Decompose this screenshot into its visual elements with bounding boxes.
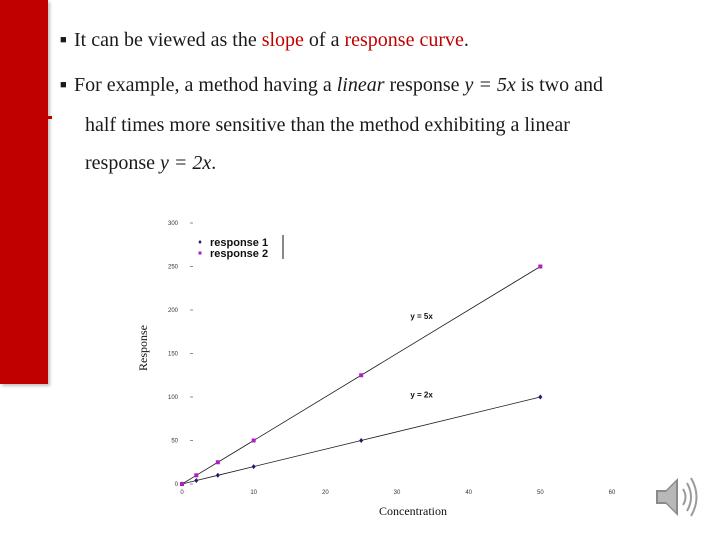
data-point — [215, 472, 220, 478]
data-point — [538, 264, 543, 269]
bullet-1: ■ It can be viewed as the slope of a resp… — [60, 29, 469, 51]
bullet-marker: ■ — [60, 79, 67, 91]
series-line — [181, 396, 541, 485]
x-tick-label: 40 — [465, 490, 472, 496]
speaker-icon[interactable] — [652, 470, 702, 524]
legend-label: response 2 — [210, 248, 268, 260]
accent-bar — [0, 0, 48, 384]
bullet-2: ■ For example, a method having a linear r… — [60, 74, 603, 96]
x-tick-label: 60 — [609, 490, 616, 496]
data-point — [538, 394, 543, 400]
response-curve-term: response curve — [344, 29, 464, 51]
legend-marker — [198, 251, 202, 255]
y-tick-label: 100 — [168, 395, 179, 401]
y-tick-label: 250 — [168, 265, 179, 271]
legend-label: response 1 — [210, 237, 268, 249]
series-line — [181, 266, 541, 485]
y-axis-label: Response — [136, 325, 150, 371]
x-tick-label: 10 — [250, 490, 257, 496]
data-point — [251, 438, 256, 443]
data-point — [194, 478, 199, 484]
x-tick-label: 50 — [537, 490, 544, 496]
bullet-2-line-3: response y = 2x. — [85, 152, 217, 174]
equation-5x: y = 5x — [464, 74, 516, 96]
y-tick-label: 0 — [175, 482, 179, 488]
y-tick-label: 300 — [168, 221, 179, 227]
data-point — [359, 373, 364, 378]
legend-marker — [198, 240, 202, 244]
data-point — [359, 438, 364, 443]
y-tick-label: 50 — [171, 439, 178, 445]
x-axis-label: Concentration — [379, 504, 447, 518]
bullet-marker: ■ — [60, 34, 67, 46]
x-tick-label: 0 — [180, 490, 184, 496]
y-tick-label: 150 — [168, 352, 179, 358]
data-point — [215, 460, 220, 465]
bullet-2-line-2: half times more sensitive than the metho… — [85, 114, 570, 136]
series-annotation: y = 2x — [410, 390, 433, 399]
equation-2x: y = 2x — [159, 152, 212, 174]
x-tick-label: 30 — [394, 490, 401, 496]
y-tick-label: 200 — [168, 308, 179, 314]
series-annotation: y = 5x — [410, 312, 433, 321]
data-point — [180, 482, 184, 486]
slope-term: slope — [261, 29, 304, 51]
x-tick-label: 20 — [322, 490, 329, 496]
accent-tick — [28, 116, 52, 119]
data-point — [251, 464, 256, 470]
data-point — [194, 473, 199, 478]
